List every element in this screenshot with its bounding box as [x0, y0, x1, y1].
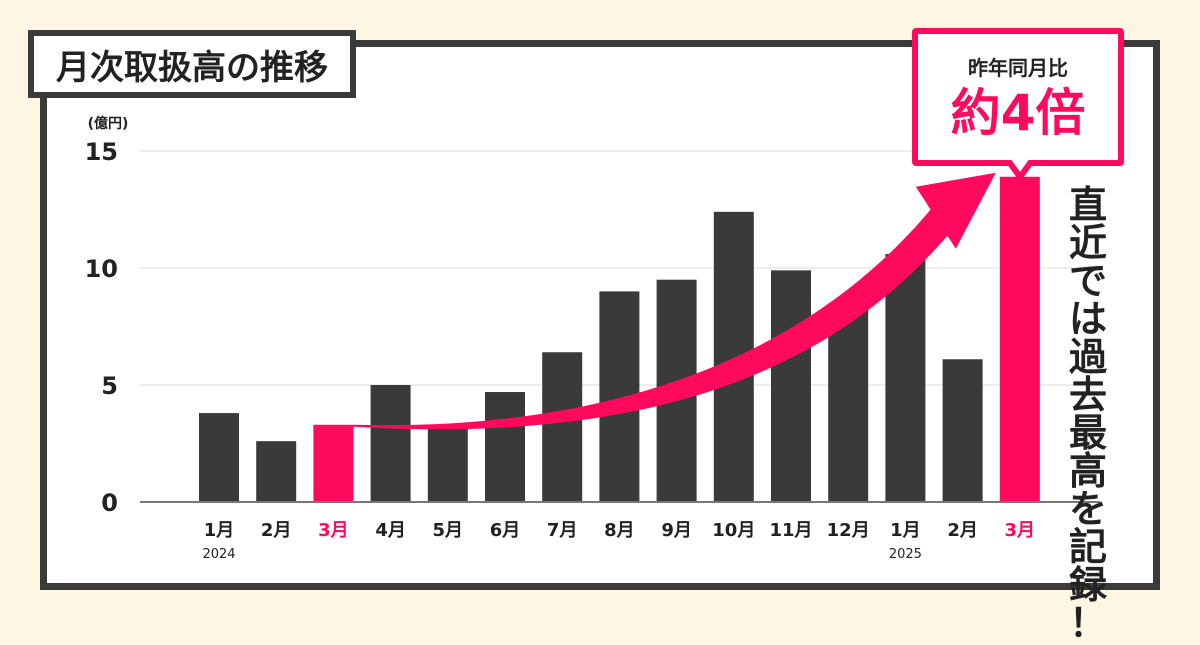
y-axis-unit-label: (億円)	[88, 115, 129, 132]
x-tick-label: 2月	[261, 520, 292, 541]
bar	[370, 385, 411, 502]
year-label: 2025	[889, 547, 922, 562]
x-tick-label: 11月	[769, 520, 812, 541]
x-tick-label: 8月	[604, 520, 635, 541]
bar	[771, 270, 811, 502]
x-tick-label: 1月	[890, 520, 921, 541]
x-tick-label: 6月	[490, 520, 521, 541]
record-note-char: ！	[1068, 601, 1107, 645]
year-label: 2024	[202, 547, 235, 562]
y-tick-label: 0	[101, 489, 118, 517]
x-tick-label: 1月	[204, 520, 235, 541]
record-note-char: で	[1068, 259, 1107, 303]
record-note-char: を	[1068, 487, 1107, 531]
x-tick-label: 3月	[1005, 520, 1036, 541]
callout-tail-inner	[1010, 158, 1030, 172]
record-note-char: 去	[1068, 373, 1107, 417]
y-tick-label: 15	[85, 138, 118, 166]
x-tick-label: 10月	[712, 520, 755, 541]
x-tick-label: 2月	[947, 520, 978, 541]
bar	[828, 307, 869, 502]
record-high-note: 直 近 で は 過 去 最 高 を 記 録 ！	[1058, 186, 1118, 642]
bar-chart: (億円) 0 5 10 15 1月 2月 3月 4月 5月 6月 7月 8月 9月 10月 11月 12月 1…	[85, 115, 1100, 562]
record-note-char: 高	[1068, 449, 1107, 493]
record-note-char: 過	[1068, 335, 1107, 379]
bar	[942, 359, 983, 502]
x-tick-label: 9月	[661, 520, 692, 541]
record-note-char: 最	[1068, 411, 1107, 455]
record-note-char: 近	[1068, 221, 1107, 265]
y-tick-label: 10	[85, 255, 118, 283]
x-tick-label: 7月	[547, 520, 578, 541]
chart-title: 月次取扱高の推移	[28, 30, 356, 98]
growth-arrow-body	[353, 200, 960, 430]
x-tick-label: 12月	[827, 520, 870, 541]
bar	[256, 441, 297, 502]
x-tick-label: 4月	[375, 520, 406, 541]
x-tick-label: 3月	[318, 520, 349, 541]
bar	[427, 424, 468, 502]
bar	[885, 253, 926, 502]
record-note-char: 記	[1068, 525, 1107, 569]
bar	[485, 392, 525, 502]
record-note-char: は	[1068, 297, 1107, 341]
record-note-char: 録	[1068, 563, 1107, 607]
bar	[199, 413, 239, 502]
yoy-callout-label: 昨年同月比	[968, 56, 1068, 80]
bar	[542, 352, 583, 502]
x-tick-label: 5月	[433, 520, 464, 541]
y-tick-label: 5	[101, 372, 118, 400]
growth-arrow-head	[915, 172, 996, 249]
yoy-callout: 昨年同月比 約4倍	[912, 28, 1124, 166]
record-note-char: 直	[1068, 183, 1107, 227]
yoy-callout-value: 約4倍	[950, 84, 1086, 142]
bar	[999, 176, 1040, 503]
bar	[313, 424, 354, 502]
